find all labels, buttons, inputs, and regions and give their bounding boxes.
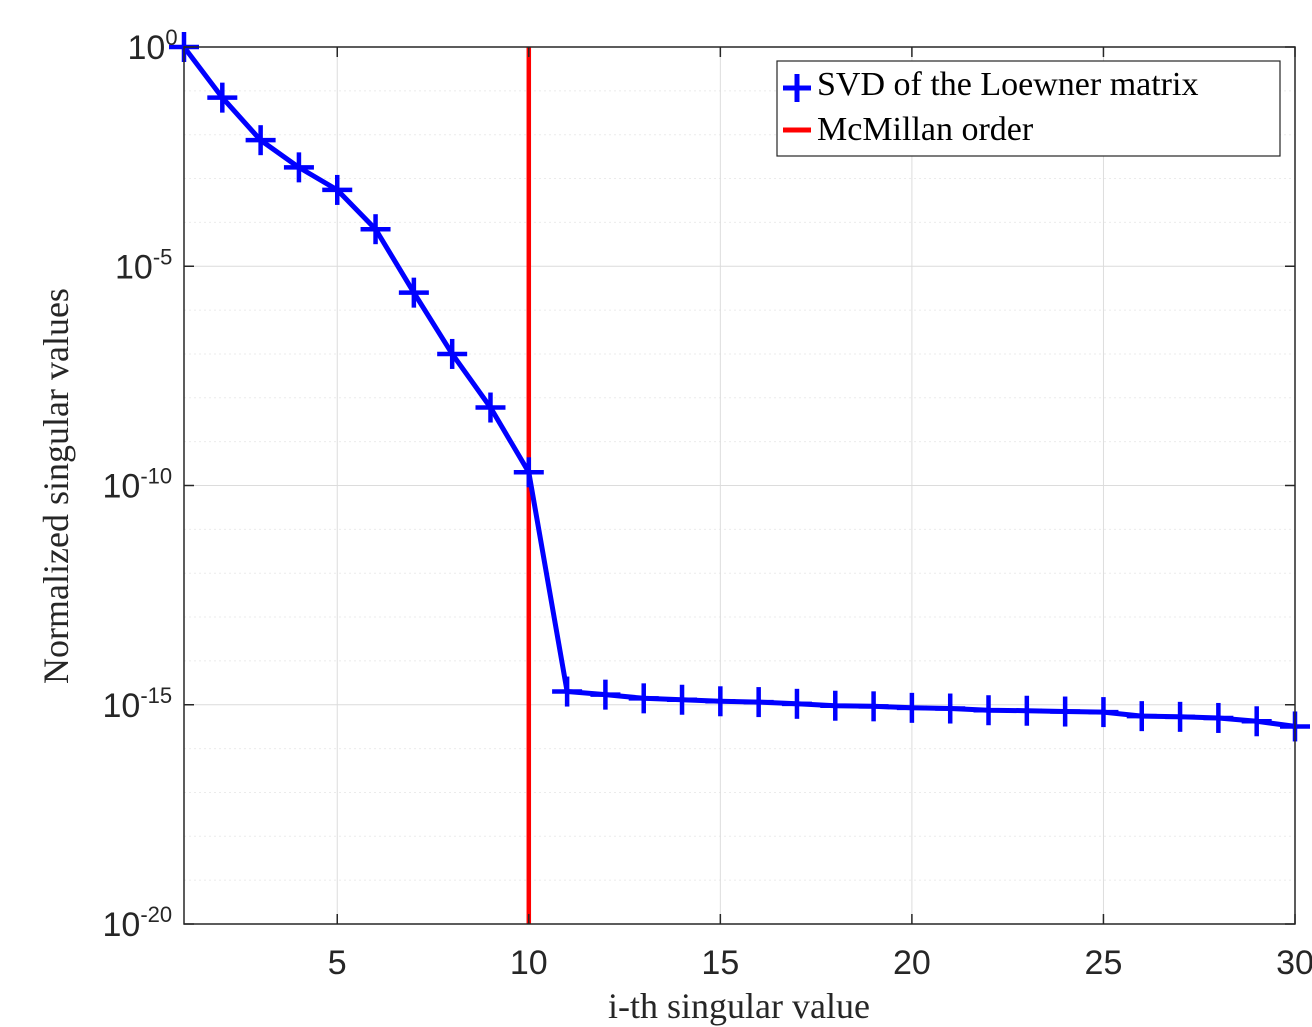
y-tick-label: 10-5 <box>115 244 172 286</box>
svd-data-point <box>1165 701 1196 732</box>
x-tick-label: 30 <box>1276 944 1312 982</box>
x-tick-label: 10 <box>510 944 548 982</box>
x-tick-label: 20 <box>893 944 931 982</box>
x-tick-label: 15 <box>701 944 739 982</box>
svd-data-point <box>1126 701 1157 732</box>
legend-svd-label: SVD of the Loewner matrix <box>817 66 1198 103</box>
y-axis-label: Normalized singular values <box>36 288 76 684</box>
x-tick-label: 25 <box>1085 944 1123 982</box>
svd-data-point <box>1088 697 1119 728</box>
x-axis-label: i-th singular value <box>608 986 870 1026</box>
svd-data-point <box>590 679 621 710</box>
svd-data-point <box>667 684 698 715</box>
svd-data-point <box>896 692 927 723</box>
svd-data-point <box>781 688 812 719</box>
x-tick-label: 5 <box>328 944 347 982</box>
svd-data-point <box>322 174 353 205</box>
svd-data-point <box>207 82 238 113</box>
svd-data-point <box>628 683 659 714</box>
svd-data-point <box>475 392 506 423</box>
svd-data-point <box>360 214 391 245</box>
y-tick-label: 10-10 <box>103 464 173 506</box>
y-tick-label: 100 <box>128 25 178 67</box>
svd-data-point <box>1203 702 1234 733</box>
svd-data-point <box>858 691 889 722</box>
svd-data-point <box>437 338 468 369</box>
svd-data-point <box>1241 706 1272 737</box>
svd-data-point <box>398 277 429 308</box>
svd-data-point <box>552 676 583 707</box>
ticks: 5 10 15 20 25 30 100 10-5 10-10 10-15 10-20 <box>103 25 1312 982</box>
svd-data-point <box>705 686 736 717</box>
svd-data-point <box>245 125 276 156</box>
y-tick-label: 10-20 <box>103 902 173 944</box>
series-layer <box>169 32 1310 924</box>
svd-data-point <box>1050 696 1081 727</box>
svd-data-point <box>513 457 544 488</box>
svd-data-point <box>973 695 1004 726</box>
y-tick-label: 10-15 <box>103 683 173 725</box>
svd-data-point <box>743 687 774 718</box>
svd-data-point <box>820 690 851 721</box>
svd-data-point <box>1011 695 1042 726</box>
legend-mcmillan-label: McMillan order <box>817 111 1034 148</box>
legend: SVD of the Loewner matrix McMillan order <box>776 60 1281 157</box>
svd-data-point <box>935 693 966 724</box>
svd-data-point <box>283 152 314 183</box>
legend-box <box>776 60 1281 157</box>
